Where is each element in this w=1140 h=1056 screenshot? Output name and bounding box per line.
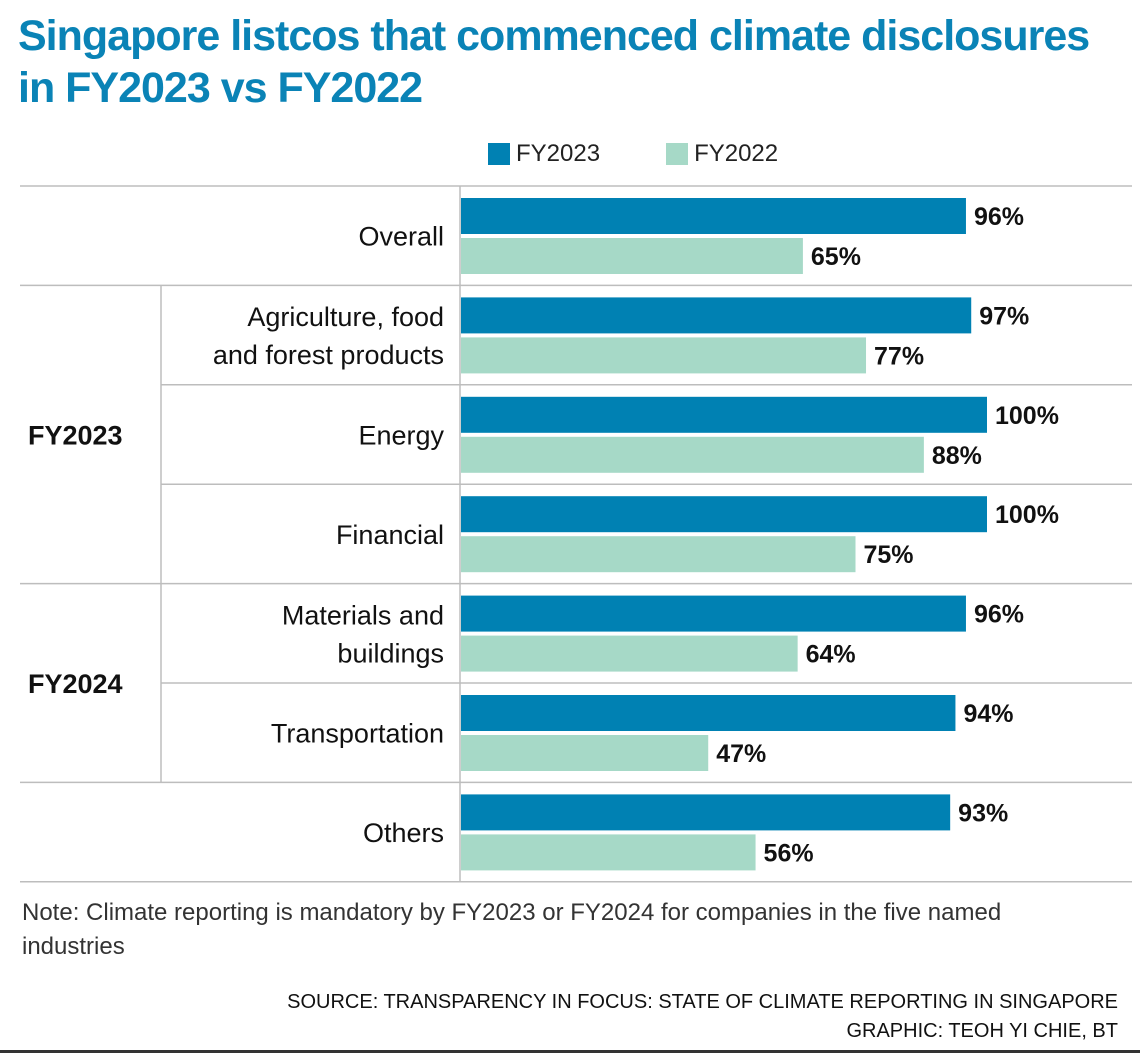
legend-swatch-fy2023 xyxy=(488,143,510,165)
bar-chart: FY2023 FY2024 Overall 96% 65% Agriculture, fo… xyxy=(20,185,1132,883)
bar-fy2022 xyxy=(461,436,924,473)
category-label: Others xyxy=(363,818,444,848)
category-label: Overall xyxy=(358,222,444,252)
bar-fy2022 xyxy=(461,337,867,374)
bar-fy2022 xyxy=(461,834,756,871)
value-label-fy2022: 75% xyxy=(864,541,914,569)
bar-fy2023 xyxy=(461,595,966,632)
legend-swatch-fy2022 xyxy=(666,143,689,165)
bottom-rule xyxy=(0,1050,1140,1053)
category-label-line: Materials and xyxy=(282,600,444,630)
value-label-fy2023: 93% xyxy=(958,799,1008,827)
legend-item-fy2022: FY2022 xyxy=(666,140,778,168)
category-label: Transportation xyxy=(271,719,444,749)
bar-fy2023 xyxy=(461,198,966,234)
value-label-fy2023: 96% xyxy=(974,203,1024,231)
category-label-line: and forest products xyxy=(213,340,444,370)
value-label-fy2023: 94% xyxy=(963,700,1013,728)
category-label-line: Financial xyxy=(336,520,444,550)
bar-fy2023 xyxy=(461,496,987,533)
bar-fy2023 xyxy=(461,794,951,831)
legend-label-fy2023: FY2023 xyxy=(516,140,601,167)
category-label-line: Others xyxy=(363,818,444,848)
category-label: Materials and buildings xyxy=(282,600,444,668)
group-label-fy2023: FY2023 xyxy=(28,421,123,451)
legend-label-fy2022: FY2022 xyxy=(694,140,779,167)
category-label-line: Agriculture, food xyxy=(247,302,444,332)
bar-fy2023 xyxy=(461,695,956,731)
source-block: SOURCE: TRANSPARENCY IN FOCUS: STATE OF … xyxy=(287,988,1118,1046)
value-label-fy2023: 100% xyxy=(995,501,1059,529)
value-label-fy2022: 88% xyxy=(932,442,982,470)
value-label-fy2023: 97% xyxy=(979,302,1029,330)
category-label: Financial xyxy=(336,520,444,550)
category-label-line: Transportation xyxy=(271,719,444,749)
group-label-fy2024: FY2024 xyxy=(28,669,123,699)
legend-item-fy2023: FY2023 xyxy=(488,140,600,168)
credit-text: GRAPHIC: TEOH YI CHIE, BT xyxy=(846,1020,1118,1042)
category-label-line: Overall xyxy=(358,222,444,252)
chart-title: Singapore listcos that commenced climate… xyxy=(18,12,1090,112)
chart-note: Note: Climate reporting is mandatory by … xyxy=(22,899,1002,960)
bar-fy2022 xyxy=(461,238,803,274)
value-label-fy2023: 100% xyxy=(995,402,1059,430)
value-label-fy2022: 64% xyxy=(806,641,856,669)
value-label-fy2022: 47% xyxy=(716,740,766,768)
bar-fy2023 xyxy=(461,396,987,433)
value-label-fy2022: 56% xyxy=(764,839,814,867)
category-label: Energy xyxy=(358,421,444,451)
source-text: SOURCE: TRANSPARENCY IN FOCUS: STATE OF … xyxy=(287,991,1118,1013)
category-label-line: Energy xyxy=(358,421,444,451)
category-label: Agriculture, food and forest products xyxy=(213,302,444,370)
legend: FY2023 FY2022 xyxy=(488,140,778,168)
bar-fy2023 xyxy=(461,297,972,334)
value-label-fy2023: 96% xyxy=(974,601,1024,629)
value-label-fy2022: 77% xyxy=(874,342,924,370)
category-label-line: buildings xyxy=(337,638,444,668)
bar-fy2022 xyxy=(461,635,798,672)
value-label-fy2022: 65% xyxy=(811,243,861,271)
bar-fy2022 xyxy=(461,735,709,771)
bar-fy2022 xyxy=(461,536,856,573)
